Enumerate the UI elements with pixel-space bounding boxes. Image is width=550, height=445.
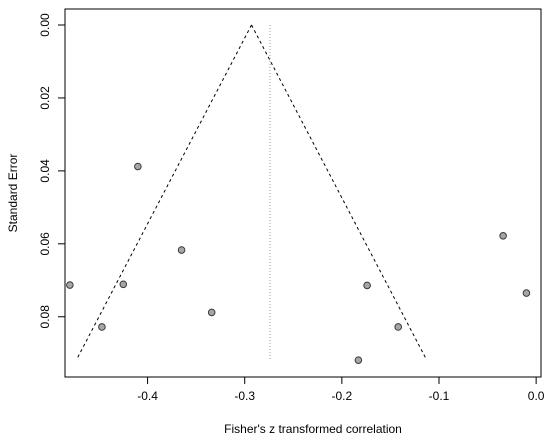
- y-tick-label: 0.02: [38, 86, 52, 110]
- funnel-right-line: [251, 24, 427, 360]
- data-point-10: [499, 232, 507, 240]
- x-tick-label: 0.0: [528, 389, 545, 403]
- data-point-4: [119, 280, 128, 289]
- x-tick-label: -0.2: [332, 389, 353, 403]
- data-point-11: [522, 289, 531, 297]
- y-tick-label: 0.00: [38, 13, 52, 37]
- data-point-7: [363, 281, 371, 290]
- y-axis-title: Standard Error: [6, 154, 20, 233]
- y-tick-label: 0.08: [38, 305, 52, 329]
- x-tick-label: -0.3: [234, 389, 255, 403]
- x-axis-title: Fisher's z transformed correlation: [224, 422, 402, 436]
- data-point-3: [66, 281, 74, 289]
- plot-frame: [64, 8, 542, 378]
- data-point-8: [394, 323, 403, 331]
- data-point-6: [207, 308, 216, 317]
- data-point-1: [134, 162, 142, 171]
- y-tick-label: 0.04: [38, 159, 52, 183]
- y-tick-label: 0.06: [38, 232, 52, 256]
- x-tick-label: -0.1: [429, 389, 450, 403]
- data-point-2: [177, 246, 186, 254]
- data-point-9: [354, 356, 363, 364]
- x-tick-label: -0.4: [137, 389, 158, 403]
- data-point-5: [98, 323, 106, 331]
- funnel-left-line: [76, 24, 252, 360]
